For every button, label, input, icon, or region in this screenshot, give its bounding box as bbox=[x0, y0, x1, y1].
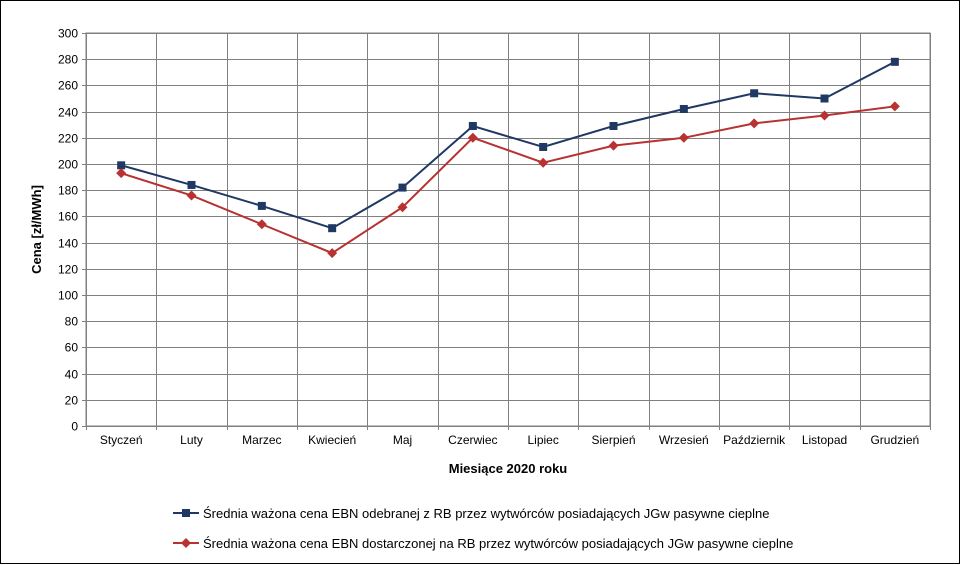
y-tick-label: 80 bbox=[65, 315, 79, 329]
series-1-point bbox=[890, 57, 899, 66]
series-2-line bbox=[120, 105, 895, 255]
series-2-point bbox=[678, 132, 689, 143]
x-tick-label: Lipiec bbox=[527, 433, 558, 447]
legend-marker bbox=[182, 509, 190, 517]
series-2-point bbox=[889, 101, 900, 112]
legend-marker bbox=[181, 538, 191, 548]
x-tick-label: Czerwiec bbox=[448, 433, 497, 447]
series-1 bbox=[117, 57, 899, 233]
y-tick-label: 160 bbox=[58, 210, 78, 224]
y-tick-label: 300 bbox=[58, 27, 78, 41]
legend: Średnia ważona cena EBN odebranej z RB p… bbox=[173, 506, 793, 551]
y-axis-label: Cena [zł/MWh] bbox=[29, 185, 44, 274]
series-1-point bbox=[468, 122, 477, 131]
x-tick-label: Styczeń bbox=[100, 433, 143, 447]
y-tick-label: 40 bbox=[65, 368, 79, 382]
series-2-point bbox=[256, 219, 267, 230]
series-2-point bbox=[397, 202, 408, 213]
series-lines bbox=[116, 57, 900, 259]
y-tick-label: 0 bbox=[71, 420, 78, 434]
x-axis-ticks: Styczeń Luty Marzec Kwiecień Maj Czerwiec Lipi… bbox=[100, 433, 919, 447]
series-2-point bbox=[538, 157, 549, 168]
legend-label: Średnia ważona cena EBN odebranej z RB p… bbox=[203, 506, 770, 521]
series-2-point bbox=[467, 132, 478, 143]
y-tick-label: 140 bbox=[58, 237, 78, 251]
x-tick-label: Marzec bbox=[242, 433, 281, 447]
y-tick-label: 220 bbox=[58, 132, 78, 146]
y-tick-label: 180 bbox=[58, 184, 78, 198]
series-1-point bbox=[187, 180, 196, 189]
y-axis-ticks: 0 20 40 60 80 100 120 140 160 180 200 220 240 260 280 3… bbox=[58, 27, 78, 434]
series-2-point bbox=[186, 190, 197, 201]
x-tick-label: Listopad bbox=[802, 433, 847, 447]
series-1-point bbox=[820, 94, 829, 103]
series-1-point bbox=[257, 201, 266, 210]
y-tick-label: 60 bbox=[65, 341, 79, 355]
x-axis-label: Miesiące 2020 roku bbox=[449, 461, 568, 476]
series-2-point bbox=[608, 140, 619, 151]
series-2 bbox=[116, 101, 900, 259]
x-tick-label: Maj bbox=[393, 433, 412, 447]
legend-entry-2: Średnia ważona cena EBN dostarczonej na … bbox=[173, 536, 793, 551]
y-tick-label: 240 bbox=[58, 106, 78, 120]
series-2-point bbox=[749, 118, 760, 129]
x-tick-label: Luty bbox=[180, 433, 203, 447]
series-1-point bbox=[117, 161, 126, 170]
series-1-point bbox=[679, 104, 688, 113]
legend-label: Średnia ważona cena EBN dostarczonej na … bbox=[203, 536, 793, 551]
series-2-point bbox=[327, 248, 338, 259]
y-tick-label: 100 bbox=[58, 289, 78, 303]
y-tick-label: 120 bbox=[58, 263, 78, 277]
series-1-point bbox=[609, 122, 618, 131]
y-tick-label: 200 bbox=[58, 158, 78, 172]
x-tick-label: Grudzień bbox=[870, 433, 919, 447]
series-1-point bbox=[750, 89, 759, 98]
series-1-point bbox=[539, 142, 548, 151]
x-tick-label: Sierpień bbox=[591, 433, 635, 447]
series-2-point bbox=[116, 168, 127, 179]
y-tick-label: 280 bbox=[58, 53, 78, 67]
grid bbox=[82, 32, 931, 430]
series-2-point bbox=[819, 110, 830, 121]
legend-entry-1: Średnia ważona cena EBN odebranej z RB p… bbox=[173, 506, 770, 521]
series-1-line bbox=[120, 60, 896, 230]
x-tick-label: Wrzesień bbox=[659, 433, 709, 447]
series-1-point bbox=[328, 224, 337, 233]
x-tick-label: Październik bbox=[723, 433, 786, 447]
series-1-point bbox=[398, 183, 407, 192]
x-tick-label: Kwiecień bbox=[308, 433, 356, 447]
y-tick-label: 260 bbox=[58, 79, 78, 93]
y-tick-label: 20 bbox=[65, 394, 79, 408]
